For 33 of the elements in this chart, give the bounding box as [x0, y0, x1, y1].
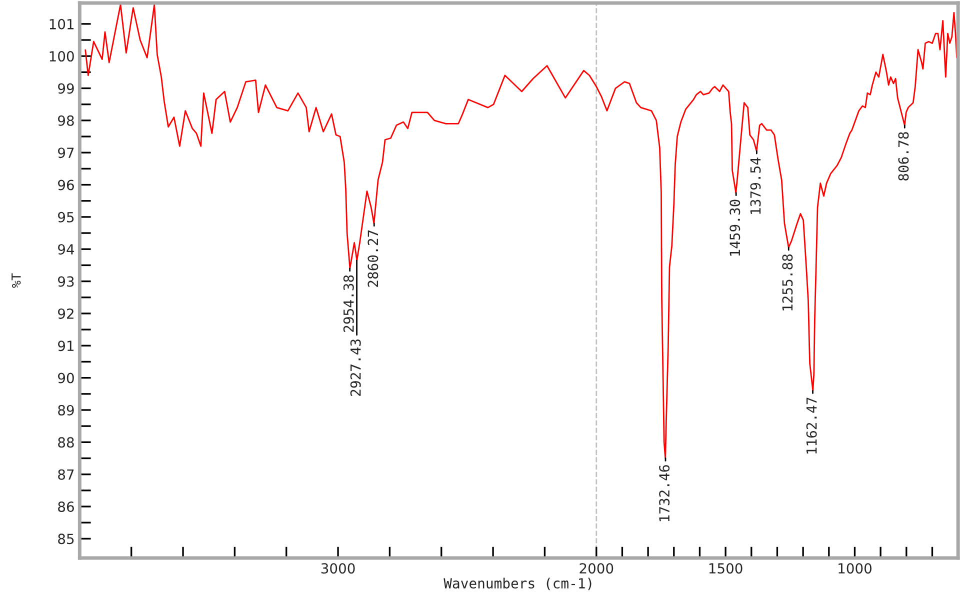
y-tick-label: 98 [58, 115, 74, 126]
x-tick-label: 3000 [321, 563, 355, 574]
y-tick-label: 93 [58, 276, 74, 287]
y-tick-label: 87 [58, 469, 74, 480]
x-tick-label: 2000 [580, 563, 614, 574]
y-tick-label: 89 [58, 404, 74, 416]
y-tick-label: 91 [58, 340, 74, 352]
y-tick-label: 101 [50, 18, 74, 30]
y-tick-label: 88 [58, 437, 74, 448]
annotation: 2954.38 [343, 275, 354, 332]
line-series [84, 4, 958, 459]
y-tick-label: 94 [58, 244, 74, 255]
y-tick-label: 96 [58, 180, 74, 190]
annotation: 1732.46 [659, 465, 670, 522]
annotation: 2927.43 [350, 339, 361, 396]
y-tick-label: 85 [58, 534, 74, 544]
y-tick-label: 86 [58, 501, 74, 512]
y-axis-title: %T [12, 273, 21, 288]
y-tick-label: 97 [58, 148, 74, 158]
annotation: 806.78 [898, 132, 909, 181]
annotation: 1255.88 [782, 254, 793, 310]
y-tick-label: 92 [58, 308, 74, 319]
annotation: 1162.47 [806, 398, 817, 454]
y-tick-label: 99 [58, 83, 74, 94]
x-tick-label: 1000 [838, 563, 872, 574]
annotation: 2860.27 [368, 230, 378, 287]
x-axis-title: Wavenumbers (cm-1) [444, 578, 592, 590]
y-tick-label: 90 [58, 372, 74, 384]
annotation: 1459.30 [730, 200, 740, 256]
x-tick-label: 1500 [709, 563, 742, 574]
annotation: 1379.54 [750, 158, 761, 214]
y-tick-label: 95 [58, 212, 74, 222]
y-tick-label: 100 [50, 51, 74, 62]
